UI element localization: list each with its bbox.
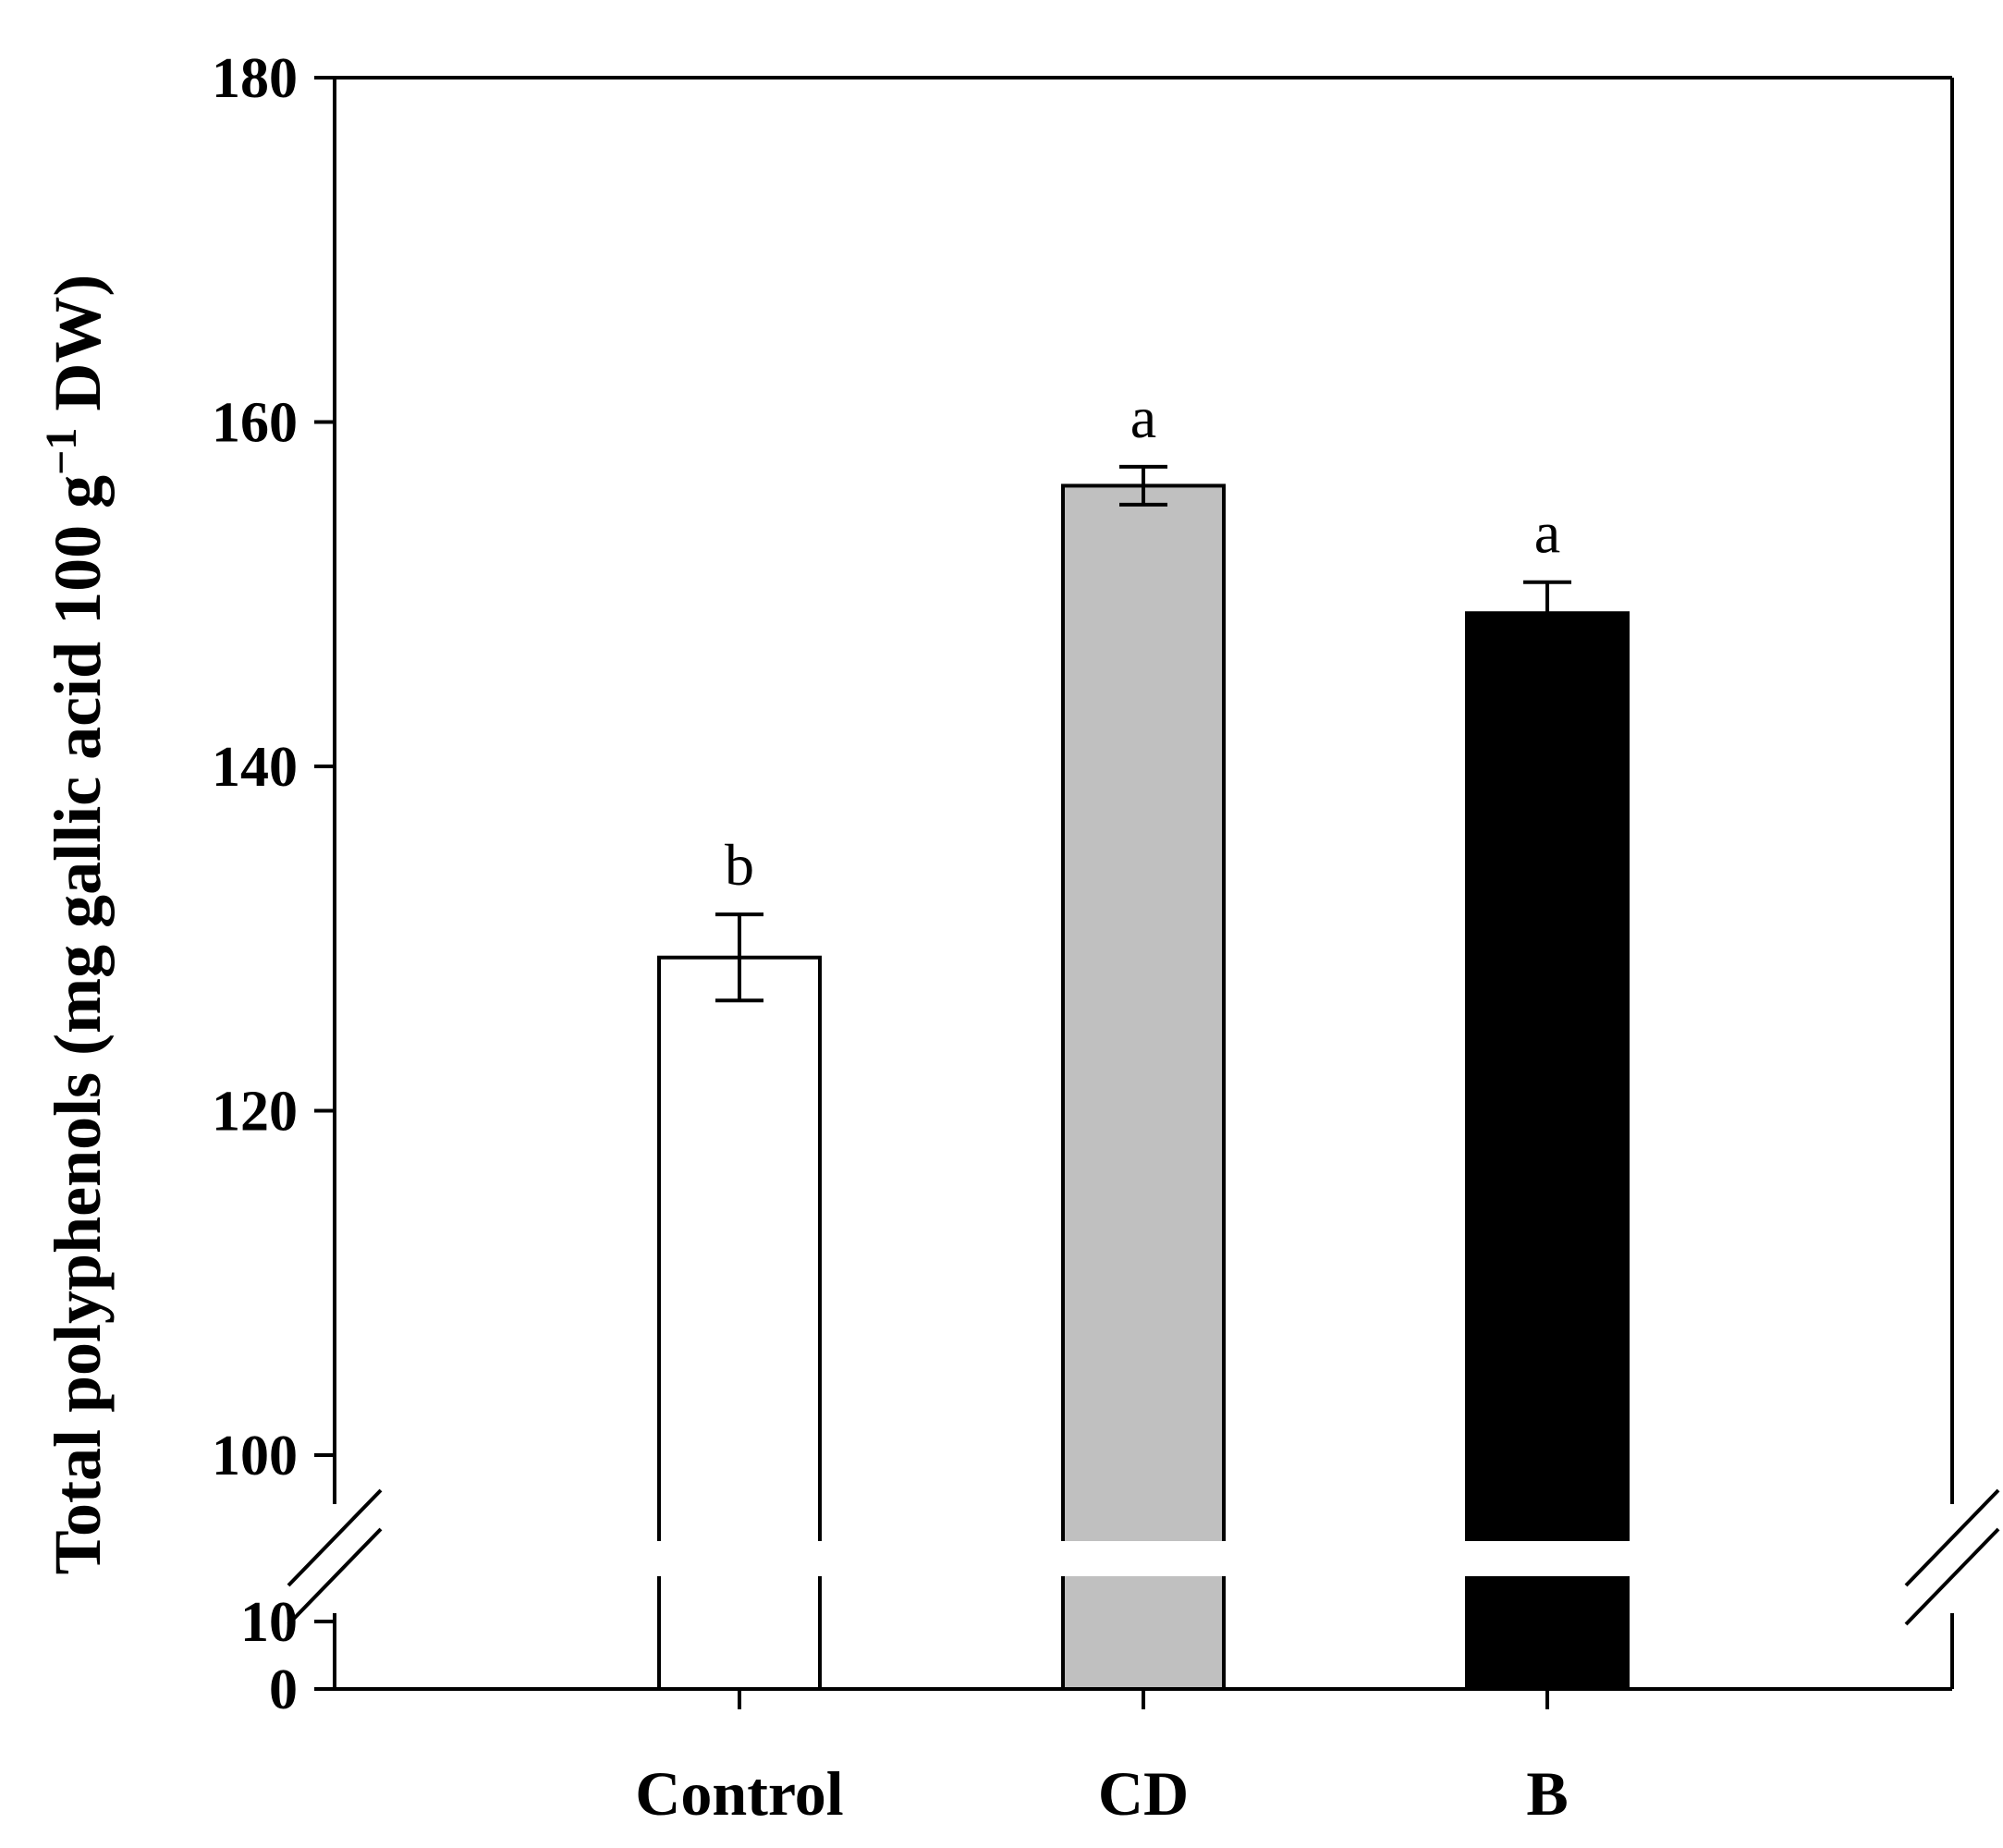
significance-label-cd: a xyxy=(1130,385,1156,450)
x-tick-label-b: B xyxy=(1526,1758,1568,1829)
y-tick-label-160: 160 xyxy=(212,392,298,455)
right-axis-break-mark-2 xyxy=(1904,1527,2000,1626)
bar-cd xyxy=(1061,483,1226,1691)
bar-control xyxy=(657,955,822,1692)
y-tick-label-140: 140 xyxy=(212,736,298,799)
significance-label-control: b xyxy=(725,832,754,898)
labels-layer: b Control a CD a B 100 120 140 160 180 010 xyxy=(212,47,1569,1829)
axes-layer xyxy=(287,76,2000,1709)
y-axis-break-mark-2 xyxy=(287,1527,383,1626)
y-tick-label-120: 120 xyxy=(212,1081,298,1144)
y-tick-label-lower-0: 0 xyxy=(269,1658,298,1721)
bar-break-gap-b xyxy=(1463,1541,1631,1576)
bar-b xyxy=(1465,611,1630,1691)
y-axis-break-mark-1 xyxy=(287,1488,383,1587)
right-axis-break-mark-1 xyxy=(1904,1488,2000,1587)
bar-break-gap-control xyxy=(655,1541,824,1576)
y-tick-label-180: 180 xyxy=(212,47,298,110)
x-tick-label-cd: CD xyxy=(1098,1758,1189,1829)
y-axis-label: Total polyphenols (mg gallic acid 100 g−… xyxy=(37,275,115,1575)
x-tick-label-control: Control xyxy=(635,1758,843,1829)
bars-layer xyxy=(655,464,1631,1692)
y-tick-label-100: 100 xyxy=(212,1425,298,1487)
y-tick-label-lower-10: 10 xyxy=(240,1591,298,1654)
significance-label-b: a xyxy=(1534,500,1560,566)
bar-break-gap-cd xyxy=(1059,1541,1227,1576)
